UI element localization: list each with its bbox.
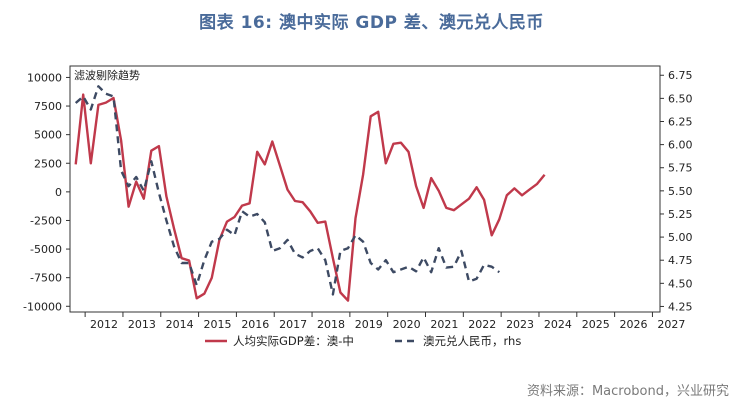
x-tick-label: 2013 — [128, 318, 156, 331]
left-tick-label: 0 — [55, 186, 62, 199]
x-tick-label: 2016 — [241, 318, 269, 331]
aud-cny-line — [74, 85, 501, 296]
chart-annotation: 滤波剔除趋势 — [74, 68, 140, 82]
right-tick-label: 5.00 — [668, 231, 693, 244]
legend-label: 人均实际GDP差：澳-中 — [233, 334, 354, 348]
x-tick-label: 2012 — [90, 318, 118, 331]
left-tick-label: 5000 — [34, 129, 62, 142]
left-tick-label: -2500 — [30, 214, 62, 227]
x-tick-label: 2025 — [582, 318, 610, 331]
x-tick-label: 2019 — [355, 318, 383, 331]
x-tick-label: 2023 — [506, 318, 534, 331]
right-tick-label: 6.00 — [668, 139, 693, 152]
plot-frame — [69, 65, 661, 313]
gdp-diff-line — [74, 93, 546, 302]
right-tick-label: 6.25 — [668, 115, 693, 128]
left-tick-label: -5000 — [30, 243, 62, 256]
right-tick-label: 6.50 — [668, 92, 693, 105]
x-tick-label: 2022 — [468, 318, 496, 331]
x-tick-label: 2014 — [166, 318, 194, 331]
right-tick-label: 5.25 — [668, 208, 693, 221]
right-tick-label: 4.75 — [668, 254, 693, 267]
source-note: 资料来源：Macrobond，兴业研究 — [526, 384, 729, 399]
right-tick-label: 5.75 — [668, 162, 693, 175]
left-tick-label: -10000 — [23, 300, 62, 313]
right-tick-label: 4.25 — [668, 300, 693, 313]
right-tick-label: 6.75 — [668, 69, 693, 82]
left-tick-label: 7500 — [34, 100, 62, 113]
x-tick-label: 2026 — [620, 318, 648, 331]
right-tick-label: 4.50 — [668, 277, 693, 290]
chart-title: 图表 16: 澳中实际 GDP 差、澳元兑人民币 — [199, 13, 544, 33]
x-tick-label: 2024 — [544, 318, 572, 331]
left-tick-label: 2500 — [34, 157, 62, 170]
x-tick-label: 2017 — [279, 318, 307, 331]
x-tick-label: 2020 — [393, 318, 421, 331]
left-tick-label: 10000 — [27, 71, 62, 84]
x-tick-label: 2015 — [204, 318, 232, 331]
x-tick-label: 2027 — [657, 318, 685, 331]
legend-label: 澳元兑人民币，rhs — [423, 334, 521, 348]
x-tick-label: 2021 — [430, 318, 458, 331]
left-tick-label: -7500 — [30, 272, 62, 285]
right-tick-label: 5.50 — [668, 185, 693, 198]
x-tick-label: 2018 — [317, 318, 345, 331]
